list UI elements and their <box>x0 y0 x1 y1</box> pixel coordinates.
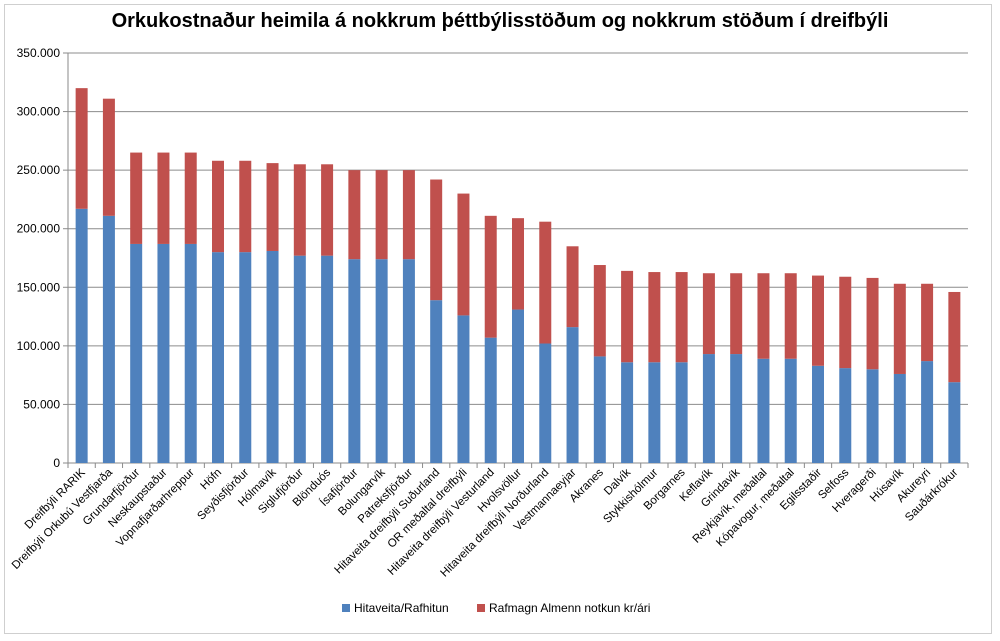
bar-segment-rafmagn <box>730 273 743 355</box>
bar-segment-hitaveita <box>921 361 934 463</box>
legend-label: Rafmagn Almenn notkun kr/ári <box>489 601 650 615</box>
y-axis: 0 50.000 100.000 150.000 200.000 250.000 300.0… <box>17 46 69 470</box>
bar-segment-rafmagn <box>102 98 115 216</box>
bar-segment-rafmagn <box>675 272 688 363</box>
bar-segment-hitaveita <box>948 382 961 463</box>
bar-segment-hitaveita <box>239 252 252 463</box>
y-tick-label: 300.000 <box>17 105 61 119</box>
legend: Hitaveita/Rafhitun Rafmagn Almenn notkun … <box>342 601 650 615</box>
bar-segment-hitaveita <box>75 208 88 463</box>
bars <box>75 88 961 463</box>
bar-segment-hitaveita <box>130 243 143 463</box>
bar-segment-hitaveita <box>348 259 361 463</box>
bar-segment-hitaveita <box>675 362 688 463</box>
bar-segment-rafmagn <box>75 88 88 209</box>
bar-segment-rafmagn <box>593 265 606 357</box>
bar-segment-rafmagn <box>348 170 361 260</box>
bar-segment-rafmagn <box>484 215 497 338</box>
bar-segment-hitaveita <box>321 255 334 463</box>
bar-segment-rafmagn <box>757 273 770 359</box>
bar-segment-hitaveita <box>457 315 470 463</box>
bar-segment-rafmagn <box>948 291 961 383</box>
bar-segment-hitaveita <box>430 300 443 463</box>
bar-segment-hitaveita <box>593 356 606 463</box>
bar-segment-rafmagn <box>457 193 470 316</box>
bar-segment-rafmagn <box>157 152 170 244</box>
bar-segment-hitaveita <box>648 362 661 463</box>
bar-segment-rafmagn <box>293 164 306 256</box>
legend-swatch <box>477 604 485 612</box>
y-tick-label: 250.000 <box>17 163 61 177</box>
bar-segment-rafmagn <box>566 246 579 328</box>
bar-segment-rafmagn <box>212 160 224 253</box>
bar-segment-hitaveita <box>893 373 906 463</box>
chart-title: Orkukostnaður heimila á nokkrum þéttbýli… <box>111 10 889 32</box>
bar-segment-rafmagn <box>893 283 906 374</box>
y-tick-label: 350.000 <box>17 46 61 60</box>
bar-segment-hitaveita <box>621 362 634 463</box>
bar-segment-hitaveita <box>539 343 552 463</box>
bar-segment-rafmagn <box>539 221 552 344</box>
bar-segment-hitaveita <box>839 368 852 463</box>
bar-segment-rafmagn <box>130 152 143 244</box>
y-tick-label: 200.000 <box>17 222 61 236</box>
bar-segment-hitaveita <box>375 259 388 463</box>
bar-segment-rafmagn <box>839 276 852 369</box>
bar-segment-hitaveita <box>157 243 170 463</box>
bar-segment-hitaveita <box>784 358 797 463</box>
bar-segment-hitaveita <box>757 358 770 463</box>
bar-segment-rafmagn <box>512 218 524 310</box>
y-tick-label: 0 <box>53 456 60 470</box>
bar-segment-rafmagn <box>866 277 879 370</box>
bar-segment-hitaveita <box>812 365 824 463</box>
bar-segment-hitaveita <box>512 309 524 463</box>
bar-segment-hitaveita <box>866 369 879 463</box>
bar-segment-rafmagn <box>430 179 443 301</box>
bar-segment-rafmagn <box>321 164 334 256</box>
y-tick-label: 50.000 <box>23 397 60 411</box>
bar-segment-rafmagn <box>621 270 634 363</box>
y-tick-label: 150.000 <box>17 280 61 294</box>
bar-segment-rafmagn <box>702 273 715 355</box>
bar-segment-rafmagn <box>921 283 934 362</box>
bar-segment-rafmagn <box>402 170 415 260</box>
bar-segment-rafmagn <box>812 275 824 366</box>
bar-segment-hitaveita <box>566 327 579 463</box>
bar-segment-rafmagn <box>266 163 279 251</box>
bar-segment-hitaveita <box>484 337 497 463</box>
bar-segment-hitaveita <box>293 255 306 463</box>
bar-segment-rafmagn <box>784 273 797 359</box>
bar-segment-rafmagn <box>375 170 388 260</box>
bar-segment-hitaveita <box>212 252 224 463</box>
bar-segment-hitaveita <box>402 259 415 463</box>
bar-segment-rafmagn <box>239 160 252 253</box>
bar-segment-hitaveita <box>102 215 115 463</box>
bar-segment-hitaveita <box>266 250 279 463</box>
bar-segment-rafmagn <box>184 152 197 244</box>
bar-segment-hitaveita <box>730 354 743 463</box>
y-tick-label: 100.000 <box>17 339 61 353</box>
legend-label: Hitaveita/Rafhitun <box>354 601 449 615</box>
bar-segment-hitaveita <box>184 243 197 463</box>
legend-swatch <box>342 604 350 612</box>
bar-segment-hitaveita <box>702 354 715 463</box>
bar-segment-rafmagn <box>648 272 661 363</box>
